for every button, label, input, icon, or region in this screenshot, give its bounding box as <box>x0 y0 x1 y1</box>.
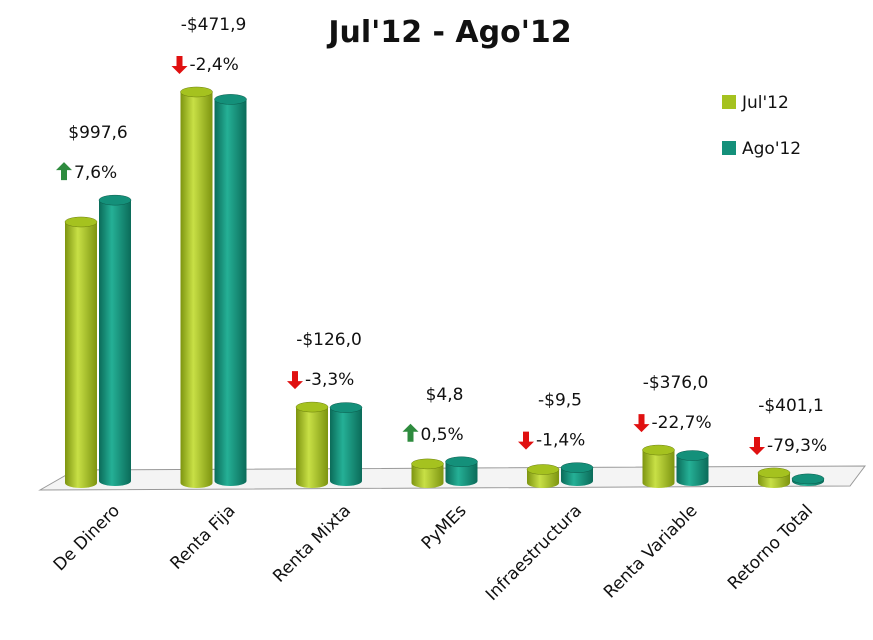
bar <box>98 194 132 486</box>
x-tick-label: De Dinero <box>50 501 124 575</box>
x-tick-label: Retorno Total <box>724 501 817 594</box>
bar-top <box>757 467 791 479</box>
bar <box>295 401 329 488</box>
change-percent: -1,4% <box>536 431 585 451</box>
change-amount: $997,6 <box>68 123 127 143</box>
bar <box>445 456 478 486</box>
bar-top <box>64 216 98 228</box>
bar-body <box>296 407 328 483</box>
bar-body <box>65 221 97 484</box>
bar-body <box>180 92 213 483</box>
bar-body <box>214 99 247 482</box>
arrow-up <box>402 423 419 442</box>
x-tick-label: PyMEs <box>418 501 471 554</box>
bar-body <box>411 463 444 483</box>
change-percent: 7,6% <box>74 163 117 183</box>
bar <box>560 462 594 486</box>
bar <box>642 444 675 488</box>
bar <box>329 402 363 486</box>
change-percent: -3,3% <box>305 370 354 390</box>
change-amount: -$126,0 <box>296 330 362 350</box>
arrow-down <box>749 436 765 455</box>
x-tick-label: Renta Variable <box>600 501 702 603</box>
bar-body <box>330 407 362 481</box>
bar <box>180 86 213 488</box>
change-percent: -2,4% <box>190 55 239 75</box>
bar-top <box>642 444 675 456</box>
x-tick-label: Renta Fija <box>167 501 240 574</box>
legend-label: Ago'12 <box>742 139 801 159</box>
legend-swatch <box>722 95 736 109</box>
bar <box>526 464 560 488</box>
arrow-down <box>287 371 303 390</box>
arrow-down <box>518 431 534 450</box>
arrow-down <box>633 414 650 433</box>
arrow-up <box>56 162 72 181</box>
x-tick-label: Infraestructura <box>482 501 586 605</box>
bar <box>411 458 444 488</box>
bar-top <box>445 456 478 468</box>
bar-top <box>791 473 825 485</box>
change-amount: -$401,1 <box>758 396 824 416</box>
change-percent: -79,3% <box>767 436 827 456</box>
x-tick-label: Renta Mixta <box>269 501 355 587</box>
bar-top <box>560 462 594 473</box>
bar <box>676 450 709 486</box>
legend-label: Jul'12 <box>741 93 789 113</box>
bar <box>214 94 247 486</box>
bar-body <box>642 450 675 483</box>
legend-swatch <box>722 141 736 155</box>
bar-top <box>98 194 132 206</box>
bar-top <box>295 401 329 413</box>
chart-title: Jul'12 - Ago'12 <box>326 15 571 50</box>
bar <box>791 473 825 486</box>
bar-top <box>526 464 560 475</box>
change-amount: -$376,0 <box>643 373 709 393</box>
bar-body <box>99 200 131 481</box>
bar <box>757 467 791 488</box>
arrow-down <box>171 56 188 74</box>
bar-body <box>445 461 478 481</box>
bar-top <box>180 86 213 98</box>
change-percent: -22,7% <box>652 413 712 433</box>
change-amount: -$471,9 <box>181 15 247 35</box>
change-amount: -$9,5 <box>538 391 582 411</box>
bar-top <box>676 450 709 461</box>
change-amount: $4,8 <box>426 385 464 405</box>
bar-top <box>411 458 444 470</box>
change-percent: 0,5% <box>421 425 464 445</box>
bar <box>64 216 98 488</box>
bar-top <box>214 94 247 105</box>
bar-top <box>329 402 363 413</box>
